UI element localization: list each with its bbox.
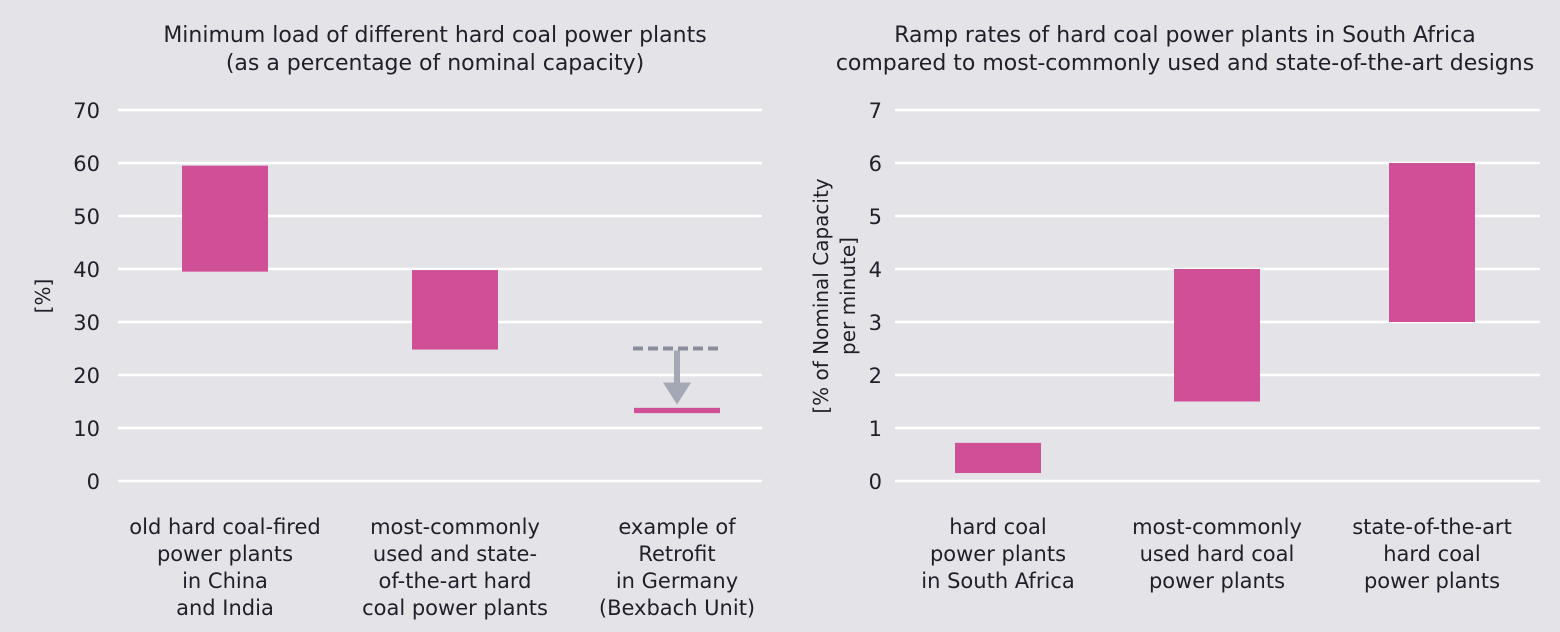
x-category-label: old hard coal-fired power plants in China a… [129,515,320,620]
y-tick-label: 60 [73,152,100,176]
x-category-label-line: state-of-the-art [1352,515,1512,539]
y-axis-label: [% of Nominal Capacity per minute] [809,178,860,413]
y-axis-label: [%] [31,279,55,314]
y-tick-label: 40 [73,258,100,282]
range-bar [1174,269,1260,402]
arrow-down-icon [663,382,691,405]
x-category-label-line: in Germany [616,569,738,593]
range-bar [412,270,498,350]
y-axis-label-line: per minute] [836,237,860,355]
right-chart-panel: Ramp rates of hard coal power plants in … [809,23,1540,593]
x-category-label-line: of-the-art hard [379,569,532,593]
x-category-label-line: Retrofit [638,542,715,566]
x-category-label: example of Retrofit in Germany (Bexbach Uni… [599,515,755,620]
y-tick-label: 6 [869,152,882,176]
range-bar [634,407,720,414]
x-category-label-line: in China [182,569,268,593]
x-category-label-line: coal power plants [362,596,548,620]
x-category-label-line: in South Africa [921,569,1074,593]
range-bar [182,165,268,272]
chart-title-line: Ramp rates of hard coal power plants in … [894,23,1476,48]
x-category-label: hard coal power plants in South Africa [921,515,1074,593]
x-category-label-line: old hard coal-fired [129,515,320,539]
y-tick-label: 4 [869,258,882,282]
y-tick-label: 70 [73,99,100,123]
x-category-label-line: used and state- [373,542,537,566]
left-chart-panel: Minimum load of different hard coal powe… [31,23,762,620]
y-tick-label: 0 [87,470,100,494]
y-tick-label: 50 [73,205,100,229]
chart-title-line: (as a percentage of nominal capacity) [226,51,644,76]
x-category-label-line: most-commonly [1132,515,1302,539]
y-tick-label: 20 [73,364,100,388]
y-tick-label: 2 [869,364,882,388]
x-category-label-line: power plants [1364,569,1500,593]
x-category-label-line: most-commonly [370,515,540,539]
chart-title-line: compared to most-commonly used and state… [836,51,1534,76]
x-category-label-line: hard coal [949,515,1047,539]
y-tick-label: 5 [869,205,882,229]
chart-title-line: Minimum load of different hard coal powe… [163,23,706,48]
y-tick-label: 1 [869,417,882,441]
y-tick-label: 7 [869,99,882,123]
x-category-label-line: power plants [1149,569,1285,593]
chart-title: Minimum load of different hard coal powe… [163,23,706,76]
y-tick-label: 3 [869,311,882,335]
chart-title: Ramp rates of hard coal power plants in … [836,23,1534,76]
x-category-label-line: example of [618,515,736,539]
x-category-label-line: used hard coal [1140,542,1295,566]
x-category-label-line: (Bexbach Unit) [599,596,755,620]
y-tick-label: 30 [73,311,100,335]
x-category-label: most-commonly used and state-of-the-art h… [362,515,548,620]
y-axis-label-line: [% of Nominal Capacity [809,178,833,413]
range-bar [955,442,1041,474]
x-category-label-line: hard coal [1383,542,1481,566]
x-category-label: state-of-the-art hard coal power plants [1352,515,1512,593]
x-category-label-line: and India [176,596,274,620]
y-tick-label: 10 [73,417,100,441]
x-category-label-line: power plants [930,542,1066,566]
y-tick-label: 0 [869,470,882,494]
x-category-label-line: power plants [157,542,293,566]
x-category-label: most-commonly used hard coal power plants [1132,515,1302,593]
range-bar [1389,163,1475,322]
